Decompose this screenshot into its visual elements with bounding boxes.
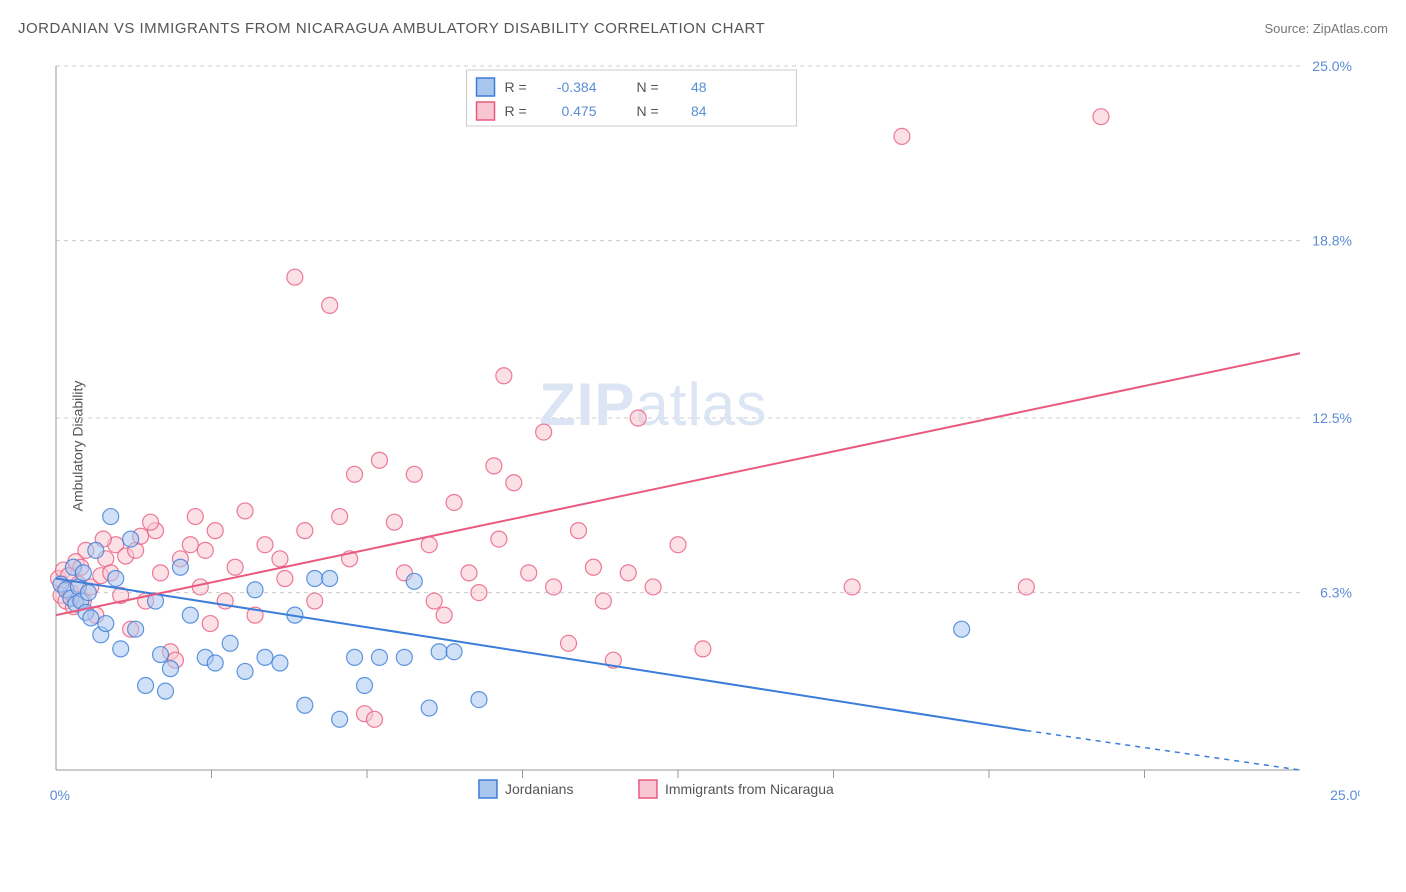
svg-text:12.5%: 12.5% xyxy=(1312,410,1352,426)
svg-text:-0.384: -0.384 xyxy=(557,79,597,95)
svg-text:0.0%: 0.0% xyxy=(50,787,70,803)
scatter-chart: 6.3% 12.5% 18.8% 25.0% 0.0% 25.0% ZIPatlas R = -… xyxy=(50,60,1360,860)
svg-text:Immigrants from Nicaragua: Immigrants from Nicaragua xyxy=(665,781,834,797)
svg-text:R =: R = xyxy=(505,79,527,95)
svg-text:48: 48 xyxy=(691,79,707,95)
svg-text:R =: R = xyxy=(505,103,527,119)
svg-text:ZIPatlas: ZIPatlas xyxy=(539,371,767,438)
chart-title: JORDANIAN VS IMMIGRANTS FROM NICARAGUA A… xyxy=(18,20,765,37)
chart-header: JORDANIAN VS IMMIGRANTS FROM NICARAGUA A… xyxy=(18,20,1388,37)
svg-text:84: 84 xyxy=(691,103,707,119)
svg-text:N =: N = xyxy=(637,79,659,95)
chart-area: 6.3% 12.5% 18.8% 25.0% 0.0% 25.0% ZIPatlas R = -… xyxy=(50,60,1360,820)
svg-text:0.475: 0.475 xyxy=(561,103,596,119)
svg-text:25.0%: 25.0% xyxy=(1330,787,1360,803)
svg-text:N =: N = xyxy=(637,103,659,119)
svg-text:Jordanians: Jordanians xyxy=(505,781,573,797)
svg-text:18.8%: 18.8% xyxy=(1312,233,1352,249)
svg-text:6.3%: 6.3% xyxy=(1320,585,1352,601)
source-label: Source: ZipAtlas.com xyxy=(1264,21,1388,36)
svg-text:25.0%: 25.0% xyxy=(1312,60,1352,74)
